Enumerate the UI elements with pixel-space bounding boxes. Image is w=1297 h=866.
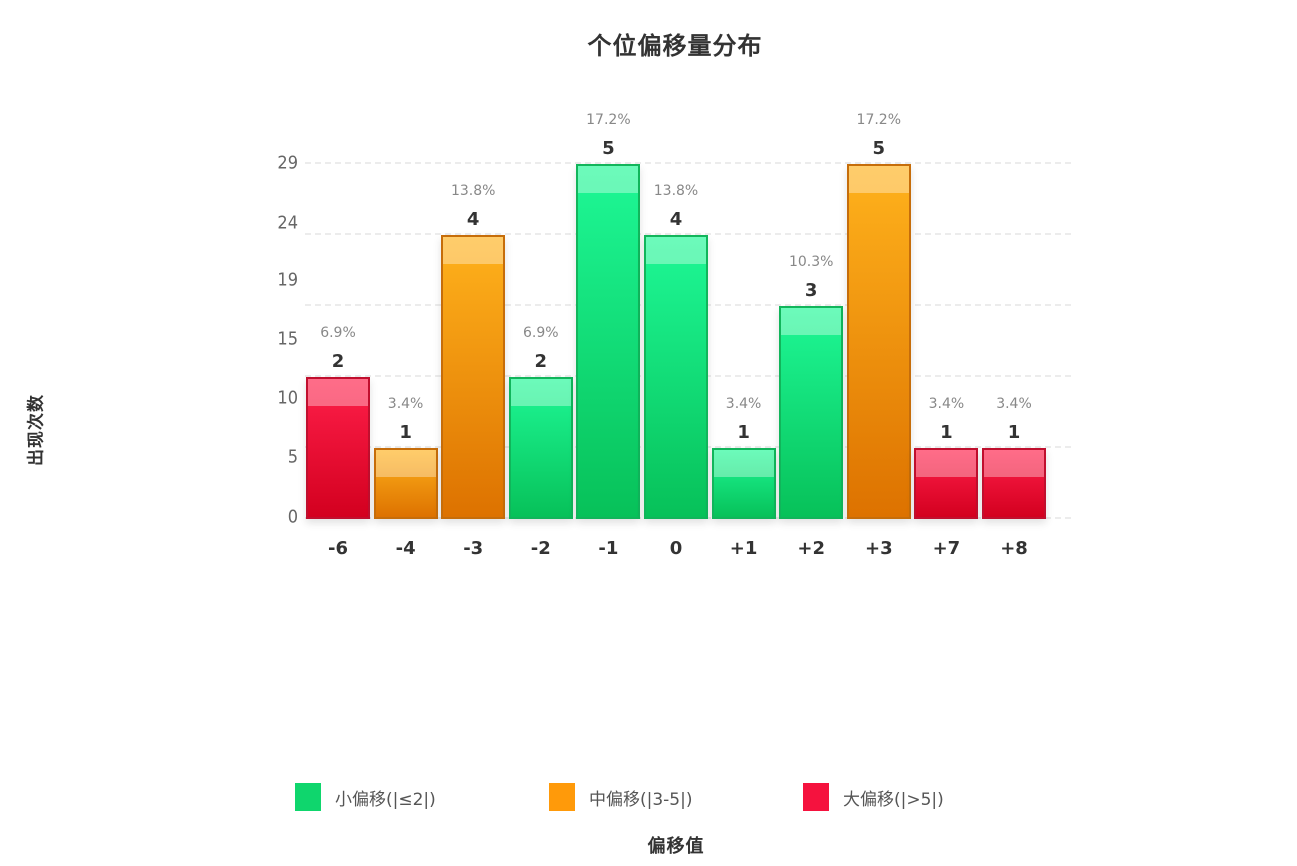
- x-tick-label: +8: [1000, 538, 1028, 559]
- bar-highlight: [916, 450, 977, 477]
- y-tick-label: 24: [277, 212, 298, 234]
- bar-percent-label: 17.2%: [586, 112, 631, 128]
- bar-count-label: 5: [872, 138, 886, 159]
- bar-highlight: [646, 237, 706, 264]
- legend-label: 小偏移(|≤2|): [335, 789, 436, 810]
- bar-highlight: [848, 166, 909, 193]
- legend-swatch-icon: [549, 783, 575, 811]
- bar-count-label: 1: [940, 422, 953, 443]
- bar-highlight: [984, 450, 1044, 477]
- bar-+3[interactable]: [846, 164, 911, 519]
- x-tick-label: +2: [797, 538, 825, 559]
- bar-highlight: [713, 450, 774, 477]
- bar-+1[interactable]: [711, 448, 776, 519]
- bar-percent-label: 3.4%: [928, 396, 965, 412]
- legend-label: 大偏移(|>5|): [843, 789, 944, 810]
- x-tick-label: -2: [530, 538, 551, 559]
- gridline: [305, 162, 1071, 164]
- bar-count-label: 1: [737, 422, 750, 443]
- bar--3[interactable]: [441, 235, 506, 519]
- bar-+2[interactable]: [779, 306, 844, 519]
- bar-highlight: [308, 379, 368, 406]
- bar-count-label: 4: [669, 209, 683, 230]
- bar-percent-label: 17.2%: [856, 112, 902, 128]
- plot-area: 29 24 19 15 10 5 0 2 6.9% -6 1 3.4% -4 4 13.8% -…: [277, 112, 1071, 559]
- bar-count-label: 4: [466, 209, 480, 230]
- x-tick-label: 0: [669, 538, 683, 559]
- legend-item-small[interactable]: 小偏移(|≤2|): [295, 782, 436, 812]
- bar--2[interactable]: [508, 377, 573, 519]
- x-axis-label: 偏移值: [647, 836, 705, 857]
- bar-highlight: [510, 379, 571, 406]
- x-tick-label: -6: [328, 538, 348, 559]
- bar-percent-label: 6.9%: [320, 325, 356, 341]
- legend-label: 中偏移(|3-5|): [589, 789, 693, 810]
- bar-percent-label: 13.8%: [450, 183, 496, 199]
- bar-percent-label: 3.4%: [387, 396, 424, 412]
- bar-count-label: 3: [804, 280, 818, 301]
- y-tick-label: 19: [277, 269, 298, 291]
- bar-highlight: [578, 166, 639, 193]
- legend-swatch-icon: [803, 783, 829, 811]
- bar--6[interactable]: [306, 377, 370, 519]
- bar-highlight: [443, 237, 504, 264]
- x-tick-label: +3: [864, 538, 893, 559]
- legend-swatch-icon: [295, 783, 321, 811]
- bar-percent-label: 3.4%: [725, 396, 762, 412]
- x-tick-label: -4: [395, 538, 416, 559]
- bar-count-label: 1: [1007, 422, 1021, 443]
- bar-highlight: [781, 308, 842, 335]
- bar-percent-label: 6.9%: [523, 325, 559, 341]
- y-tick-label: 29: [277, 152, 298, 174]
- bar-percent-label: 3.4%: [996, 396, 1032, 412]
- x-tick-label: -3: [463, 538, 484, 559]
- y-tick-label: 0: [287, 506, 298, 528]
- y-tick-label: 15: [277, 328, 298, 350]
- gridline: [305, 233, 1071, 235]
- chart-title: 个位偏移量分布: [587, 32, 763, 60]
- x-tick-label: -1: [598, 538, 619, 559]
- bar-+7[interactable]: [914, 448, 979, 519]
- legend-item-large[interactable]: 大偏移(|>5|): [803, 782, 944, 812]
- x-tick-label: +1: [729, 538, 758, 559]
- bar-count-label: 1: [399, 422, 412, 443]
- bar-percent-label: 10.3%: [788, 254, 834, 270]
- y-tick-label: 10: [277, 387, 298, 409]
- bar--4[interactable]: [373, 448, 438, 519]
- bar-0[interactable]: [644, 235, 708, 519]
- bar-count-label: 2: [534, 351, 548, 372]
- y-tick-label: 5: [287, 446, 298, 468]
- bar-highlight: [375, 450, 436, 477]
- bar--1[interactable]: [576, 164, 641, 519]
- bar-count-label: 5: [602, 138, 615, 159]
- bar-count-label: 2: [331, 351, 345, 372]
- bar-+8[interactable]: [982, 448, 1046, 519]
- legend-item-medium[interactable]: 中偏移(|3-5|): [549, 782, 693, 812]
- x-tick-label: +7: [932, 538, 961, 559]
- bar-percent-label: 13.8%: [653, 183, 699, 199]
